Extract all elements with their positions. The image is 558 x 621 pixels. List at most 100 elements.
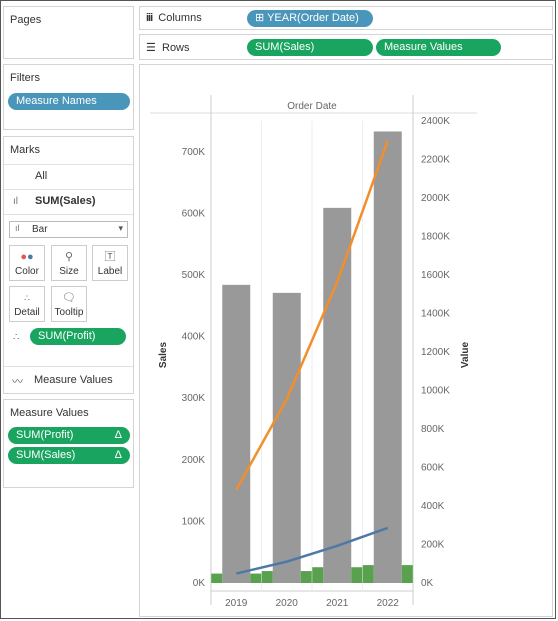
size-icon: ⚲ [64,251,74,263]
right-axis-tick-label: 2000K [421,193,450,204]
right-axis-tick-label: 1400K [421,309,450,320]
sum-sales-row-pill-label: SUM(Sales) [255,41,315,53]
left-axis-tick-label: 600K [182,208,206,219]
bar-type-icon: ıl [15,223,20,233]
measure-names-filter-pill[interactable]: Measure Names [8,93,130,110]
label-icon: 🅃 [104,251,116,263]
measure-values-card[interactable]: Measure Values SUM(Profit) Δ SUM(Sales) … [3,399,134,488]
sales-measure-bar [300,571,312,583]
mv-sum-sales-pill[interactable]: SUM(Sales) Δ [8,447,130,464]
pages-card[interactable]: Pages [3,6,134,59]
detail-button[interactable]: ∴ Detail [9,286,45,322]
right-axis-tick-label: 0K [421,578,434,589]
sum-profit-detail-label: SUM(Profit) [38,330,96,342]
color-button-label: Color [15,266,39,277]
right-axis-tick-label: 600K [421,463,445,474]
sales-bar [272,292,301,583]
marks-card[interactable]: Marks All ıl SUM(Sales) ıl Bar ▾ ●● Colo… [3,136,134,394]
rows-icon: ☰ [146,42,156,54]
color-dots-icon: ●● [20,251,34,263]
right-axis-tick-label: 1200K [421,347,450,358]
profit-measure-bar [261,571,273,583]
marks-sum-sales-label: SUM(Sales) [35,195,96,207]
tooltip-icon: 🗨 [62,292,76,304]
mark-type-dropdown[interactable]: ıl Bar ▾ [9,221,128,238]
line-chart-icon: 〰 [12,376,23,388]
filters-title: Filters [10,72,40,84]
tooltip-button[interactable]: 🗨 Tooltip [51,286,87,322]
right-axis-tick-label: 2400K [421,116,450,127]
filters-card[interactable]: Filters Measure Names [3,64,134,130]
sales-bar [323,207,352,583]
year-tick-label: 2020 [276,598,299,609]
tooltip-button-label: Tooltip [54,307,84,318]
chevron-down-icon: ▾ [118,223,123,233]
marks-all-row[interactable]: All [4,164,133,187]
expand-icon: ⊞ [255,12,265,24]
left-axis-tick-label: 200K [182,455,206,466]
mv-sum-profit-pill[interactable]: SUM(Profit) Δ [8,427,130,444]
sales-bar [373,131,402,584]
columns-icon: iii [146,12,153,24]
columns-label: iii Columns [146,12,202,24]
blue-trend-line [235,526,389,575]
mv-sum-sales-label: SUM(Sales) [16,449,76,461]
marks-measure-values-row[interactable]: 〰 Measure Values [4,366,133,394]
delta-icon: Δ [114,449,122,461]
combo-chart[interactable]: Order Date 0K 100K 200K 300K 400K 500K 600K 700K… [140,65,552,616]
left-axis-tick-label: 0K [193,578,206,589]
marks-title: Marks [10,144,40,156]
delta-icon: Δ [114,429,122,441]
rows-label-text: Rows [162,42,190,54]
mv-sum-profit-label: SUM(Profit) [16,429,74,441]
label-button-label: Label [97,266,123,277]
right-axis-tick-label: 1600K [421,270,450,281]
left-axis-tick-label: 700K [182,147,206,158]
marks-all-label: All [35,170,48,182]
columns-shelf[interactable]: iii Columns ⊞ YEAR(Order Date) [139,6,553,30]
right-axis-tick-label: 1000K [421,386,450,397]
mark-type-value: Bar [32,224,48,235]
profit-measure-bar [312,567,324,583]
right-axis-tick-label: 400K [421,501,445,512]
column-header: Order Date [287,101,337,112]
color-button[interactable]: ●● Color [9,245,45,281]
sales-measure-bar [401,565,413,583]
detail-dots-icon: ∴ [24,293,30,303]
year-order-date-pill-label: YEAR(Order Date) [267,12,359,24]
sales-measure-bar [250,573,262,583]
sales-bar [222,284,251,583]
left-axis-tick-label: 500K [182,270,206,281]
left-axis-title: Sales [158,341,169,368]
left-axis-tick-label: 300K [182,393,206,404]
rows-shelf[interactable]: ☰ Rows SUM(Sales) Measure Values [139,34,553,60]
rows-label: ☰ Rows [146,41,190,54]
measure-values-row-pill-label: Measure Values [384,41,463,53]
columns-label-text: Columns [158,12,202,24]
pages-title: Pages [10,14,42,26]
right-axis-tick-label: 1800K [421,232,450,243]
year-order-date-pill[interactable]: ⊞ YEAR(Order Date) [247,10,373,27]
year-tick-label: 2022 [377,598,400,609]
right-axis-title: Value [460,342,471,369]
sum-sales-row-pill[interactable]: SUM(Sales) [247,39,373,56]
measure-values-row-pill[interactable]: Measure Values [376,39,501,56]
profit-measure-bar [362,565,374,583]
sum-profit-detail-pill[interactable]: SUM(Profit) [30,328,126,345]
detail-mark-icon: ∴ [13,332,20,343]
left-axis-tick-label: 400K [182,332,206,343]
bar-chart-icon: ıl [13,196,18,207]
right-axis-tick-label: 800K [421,424,445,435]
label-button[interactable]: 🅃 Label [92,245,128,281]
sales-measure-bar [351,567,363,583]
right-axis-tick-label: 2200K [421,155,450,166]
orange-trend-line [235,140,389,491]
size-button[interactable]: ⚲ Size [51,245,87,281]
right-axis-tick-label: 200K [421,540,445,551]
year-tick-label: 2021 [326,598,349,609]
profit-measure-bar [211,573,223,583]
marks-sum-sales-row[interactable]: ıl SUM(Sales) [4,189,133,215]
marks-measure-values-label: Measure Values [34,374,113,386]
view-area[interactable]: Order Date 0K 100K 200K 300K 400K 500K 600K 700K… [139,64,553,617]
